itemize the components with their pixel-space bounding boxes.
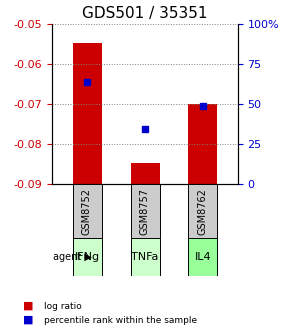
FancyBboxPatch shape — [130, 238, 160, 276]
Title: GDS501 / 35351: GDS501 / 35351 — [82, 6, 208, 21]
Text: GSM8762: GSM8762 — [198, 188, 208, 235]
Text: percentile rank within the sample: percentile rank within the sample — [44, 316, 197, 325]
Text: GSM8752: GSM8752 — [82, 188, 92, 235]
FancyBboxPatch shape — [72, 238, 102, 276]
FancyBboxPatch shape — [188, 184, 218, 238]
Bar — [130, 163, 160, 184]
Bar — [188, 104, 218, 184]
Text: TNFa: TNFa — [131, 252, 159, 262]
Text: ■: ■ — [23, 301, 34, 311]
Text: log ratio: log ratio — [44, 302, 81, 311]
FancyBboxPatch shape — [188, 238, 218, 276]
Text: agent ▶: agent ▶ — [53, 252, 92, 262]
Text: IFNg: IFNg — [75, 252, 99, 262]
Text: IL4: IL4 — [195, 252, 211, 262]
FancyBboxPatch shape — [72, 184, 102, 238]
Text: GSM8757: GSM8757 — [140, 188, 150, 235]
Bar — [72, 43, 102, 184]
FancyBboxPatch shape — [130, 184, 160, 238]
Text: ■: ■ — [23, 314, 34, 325]
